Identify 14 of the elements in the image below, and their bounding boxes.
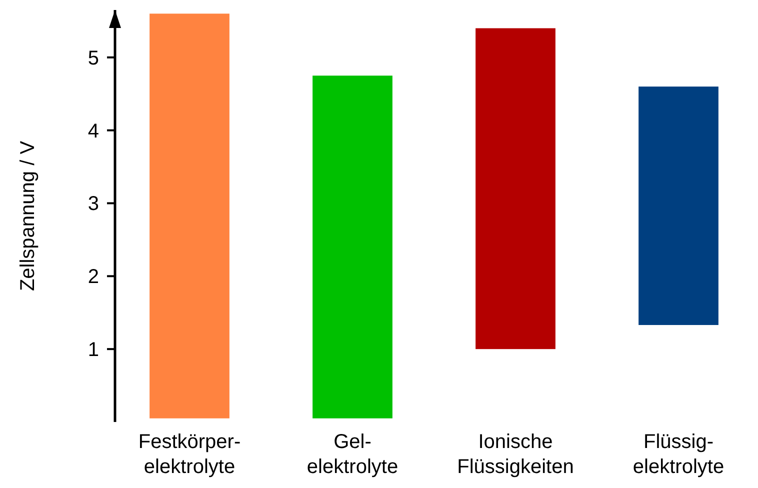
y-tick-label: 3 (88, 193, 99, 216)
x-tick-label: Flüssig- elektrolyte (632, 431, 724, 478)
y-axis-title: Zellspannung / V (17, 140, 39, 292)
y-tick-label: 2 (88, 266, 99, 288)
x-tick-label: Ionische Flüssigkeiten (457, 431, 574, 478)
bar (312, 76, 392, 418)
bar (476, 28, 556, 350)
x-tick-label: Festkörper- elektrolyte (138, 431, 241, 478)
bar (150, 14, 230, 418)
x-tick-label: Gel- elektrolyte (306, 431, 398, 478)
y-tick-label: 1 (88, 339, 99, 362)
y-tick-label: 5 (88, 47, 99, 70)
y-tick-label: 4 (88, 120, 99, 142)
bar (638, 86, 718, 326)
